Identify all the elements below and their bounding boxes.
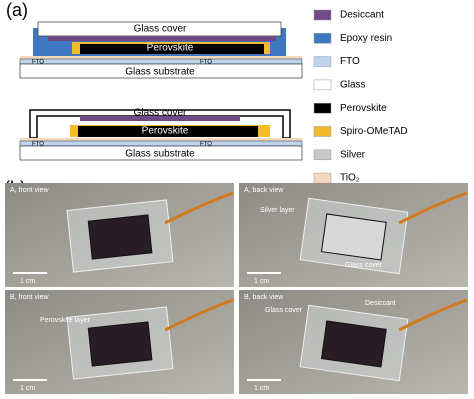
label: Glass cover <box>134 24 187 35</box>
device-active <box>320 213 387 261</box>
photo: B, front view 1 cm Perovskite layer <box>5 290 234 394</box>
legend-swatch <box>313 79 332 91</box>
photo: B, back view 1 cm Glass cover Desiccant <box>239 290 468 394</box>
substrate <box>19 63 303 79</box>
annotation: Silver layer <box>260 207 295 214</box>
legend-label: FTO <box>340 56 360 67</box>
legend-label: Perovskite <box>340 103 387 114</box>
perovskite <box>80 44 264 54</box>
label: Glass substrate <box>125 67 195 78</box>
tio2 <box>20 56 302 59</box>
annotation: Glass cover <box>265 307 303 314</box>
photo: A, back view 1 cm Silver layer Glass cover <box>239 183 468 287</box>
photo-title: A, front view <box>10 187 49 194</box>
scale-label: 1 cm <box>20 385 35 392</box>
diagram-2: Glass cover Perovskite FTO FTO Glass sub… <box>19 108 303 161</box>
device-active <box>87 214 153 260</box>
desiccant <box>48 36 276 41</box>
device-active <box>87 321 153 367</box>
annotation: Perovskite layer <box>40 317 90 324</box>
legend-swatch <box>313 149 332 161</box>
legend-swatch <box>313 9 332 21</box>
label: Glass cover <box>134 108 187 119</box>
label: Perovskite <box>142 126 189 137</box>
photos: A, front view 1 cm A, back view 1 cm Silver … <box>5 183 468 394</box>
annotation: Glass cover <box>345 262 383 269</box>
legend-label: Spiro-OMeTAD <box>340 126 408 137</box>
legend-swatch <box>313 56 332 67</box>
fto <box>19 140 303 147</box>
wire <box>164 191 234 225</box>
photo-title: B, back view <box>244 294 284 301</box>
legend-label: Glass <box>340 80 366 91</box>
label: Glass substrate <box>125 149 195 160</box>
substrate <box>19 145 303 161</box>
tio2 <box>20 138 302 141</box>
label: FTO <box>200 142 212 148</box>
photo: A, front view 1 cm <box>5 183 234 287</box>
legend-swatch <box>313 33 332 44</box>
desiccant <box>80 116 240 121</box>
legend-label: Desiccant <box>340 10 384 21</box>
wire <box>164 298 234 332</box>
device-active <box>320 320 387 368</box>
label: FTO <box>32 60 44 66</box>
panel-label: (a) <box>6 0 28 20</box>
photo-title: B, front view <box>10 294 49 301</box>
legend-label: TiO₂ <box>340 173 360 184</box>
legend-swatch <box>313 102 332 114</box>
fto <box>19 58 303 65</box>
scale-label: 1 cm <box>254 278 269 285</box>
diagram-1: Glass cover Perovskite FTO FTO Glass sub… <box>19 21 303 79</box>
label: FTO <box>200 60 212 66</box>
scale-label: 1 cm <box>254 385 269 392</box>
annotation: Desiccant <box>365 300 396 307</box>
perovskite <box>78 126 258 137</box>
label: FTO <box>32 142 44 148</box>
wire <box>398 298 468 332</box>
scale-label: 1 cm <box>20 278 35 285</box>
legend-swatch <box>313 172 332 184</box>
legend-label: Silver <box>340 149 366 160</box>
legend-label: Epoxy resin <box>340 33 392 44</box>
label: Perovskite <box>147 43 194 54</box>
legend-swatch <box>313 126 332 137</box>
photo-title: A, back view <box>244 187 284 194</box>
wire <box>398 191 468 225</box>
legend: Desiccant Epoxy resin FTO Glass Perovskite Sp… <box>313 9 408 184</box>
